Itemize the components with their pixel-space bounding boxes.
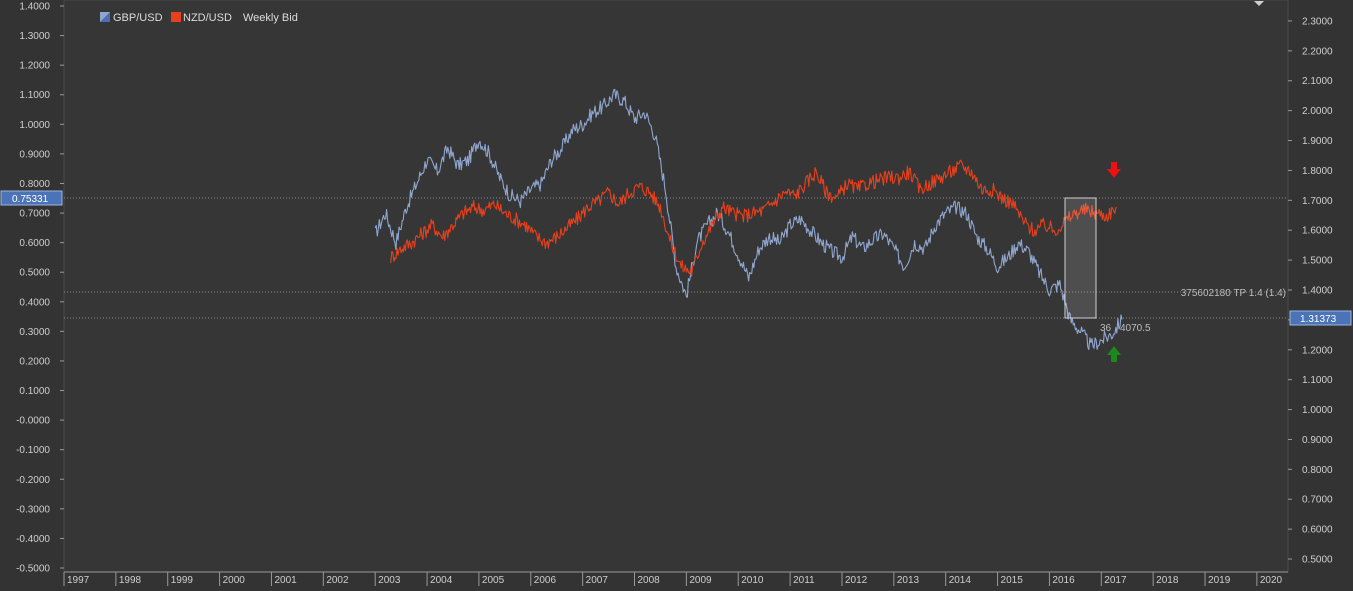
- left-tick-label: -0.4000: [16, 534, 50, 545]
- right-tick-label: 0.6000: [1302, 525, 1333, 536]
- tp-label: 375602180 TP 1.4 (1.4): [1181, 288, 1286, 299]
- x-tick-label: 2002: [326, 575, 349, 586]
- x-tick-label: 2017: [1104, 575, 1127, 586]
- left-tick-label: 1.1000: [19, 90, 50, 101]
- right-tick-label: 0.5000: [1302, 555, 1333, 566]
- legend-label-weekly-bid: Weekly Bid: [243, 12, 298, 24]
- down-arrow-icon: [1107, 162, 1121, 178]
- x-tick-label: 2013: [897, 575, 920, 586]
- x-tick-label: 2009: [689, 575, 712, 586]
- left-tick-label: 0.4000: [19, 297, 50, 308]
- x-tick-label: 1997: [67, 575, 90, 586]
- left-tick-label: 1.2000: [19, 61, 50, 72]
- left-tick-label: -0.3000: [16, 504, 50, 515]
- legend-label-nzdusd: NZD/USD: [183, 12, 232, 24]
- right-tick-label: 0.7000: [1302, 495, 1333, 506]
- left-tick-label: -0.2000: [16, 475, 50, 486]
- left-tick-label: 0.8000: [19, 179, 50, 190]
- x-tick-label: 2010: [741, 575, 764, 586]
- legend-item-gbpusd[interactable]: GBP/USD: [100, 12, 163, 24]
- series-line-gbpusd: [374, 88, 1123, 351]
- x-tick-label: 2007: [586, 575, 609, 586]
- right-current-value-tag: 1.31373: [1289, 310, 1352, 326]
- left-current-value-tag: 0.75331: [0, 190, 63, 206]
- left-tick-label: 1.0000: [19, 120, 50, 131]
- left-tick-label: -0.5000: [16, 564, 50, 575]
- right-tick-label: 1.1000: [1302, 375, 1333, 386]
- up-arrow-icon: [1107, 346, 1121, 362]
- left-tick-label: 0.9000: [19, 149, 50, 160]
- right-tick-label: 1.0000: [1302, 405, 1333, 416]
- legend: GBP/USD NZD/USD Weekly Bid: [100, 12, 298, 24]
- note-label: 36: [1100, 323, 1112, 334]
- legend-label-gbpusd: GBP/USD: [113, 12, 163, 24]
- x-tick-label: 2000: [223, 575, 246, 586]
- right-tick-label: 1.4000: [1302, 285, 1333, 296]
- left-current-value: 0.75331: [12, 194, 49, 205]
- left-tick-label: 0.1000: [19, 386, 50, 397]
- x-tick-label: 2012: [845, 575, 868, 586]
- right-current-value: 1.31373: [1300, 314, 1337, 325]
- note-label-2: 4070.5: [1120, 323, 1151, 334]
- right-tick-label: 1.7000: [1302, 196, 1333, 207]
- left-tick-label: 0.2000: [19, 356, 50, 367]
- right-tick-label: 1.8000: [1302, 166, 1333, 177]
- x-tick-label: 2008: [638, 575, 661, 586]
- left-tick-label: -0.0000: [16, 416, 50, 427]
- left-tick-label: 0.7000: [19, 209, 50, 220]
- x-tick-label: 2004: [430, 575, 453, 586]
- right-tick-label: 0.9000: [1302, 435, 1333, 446]
- right-tick-label: 1.6000: [1302, 226, 1333, 237]
- x-tick-label: 2011: [793, 575, 815, 586]
- right-tick-label: 2.1000: [1302, 76, 1333, 87]
- x-tick-label: 2014: [949, 575, 972, 586]
- left-tick-label: 1.3000: [19, 31, 50, 42]
- left-axis: 1.4000 1.3000 1.2000 1.1000 1.0000 0.9000 0.80…: [16, 2, 64, 575]
- highlight-box: [1064, 197, 1097, 319]
- right-tick-label: 2.3000: [1302, 16, 1333, 27]
- x-tick-label: 2005: [482, 575, 505, 586]
- left-tick-label: 1.4000: [19, 2, 50, 13]
- series-layer: [374, 88, 1123, 351]
- x-tick-label: 2006: [534, 575, 557, 586]
- x-tick-label: 2016: [1052, 575, 1075, 586]
- left-tick-label: 0.5000: [19, 268, 50, 279]
- x-tick-label: 2018: [1156, 575, 1179, 586]
- right-tick-label: 1.9000: [1302, 136, 1333, 147]
- x-tick-label: 1999: [171, 575, 194, 586]
- x-tick-label: 2003: [378, 575, 401, 586]
- plot-area: [63, 0, 1289, 573]
- series-line-nzdusd: [390, 159, 1118, 277]
- right-tick-label: 0.8000: [1302, 465, 1333, 476]
- legend-swatch-nzdusd: [171, 12, 181, 22]
- left-tick-label: 0.6000: [19, 238, 50, 249]
- right-tick-label: 2.0000: [1302, 106, 1333, 117]
- right-tick-label: 1.5000: [1302, 256, 1333, 267]
- right-tick-label: 2.2000: [1302, 46, 1333, 57]
- x-tick-label: 2020: [1260, 575, 1283, 586]
- x-tick-label: 2001: [274, 575, 297, 586]
- legend-item-nzdusd[interactable]: NZD/USD: [171, 12, 232, 24]
- left-tick-label: 0.3000: [19, 327, 50, 338]
- right-axis: 2.3000 2.2000 2.1000 2.0000 1.9000 1.8000 1.70…: [1288, 16, 1333, 566]
- chevron-down-icon[interactable]: [1254, 1, 1264, 6]
- x-axis: 1997 1998 1999 2000 2001 2002 2003 2004 2005 2006…: [63, 571, 1288, 586]
- x-tick-label: 2015: [1001, 575, 1024, 586]
- right-tick-label: 1.2000: [1302, 345, 1333, 356]
- left-tick-label: -0.1000: [16, 445, 50, 456]
- x-tick-label: 2019: [1208, 575, 1231, 586]
- x-tick-label: 1998: [119, 575, 142, 586]
